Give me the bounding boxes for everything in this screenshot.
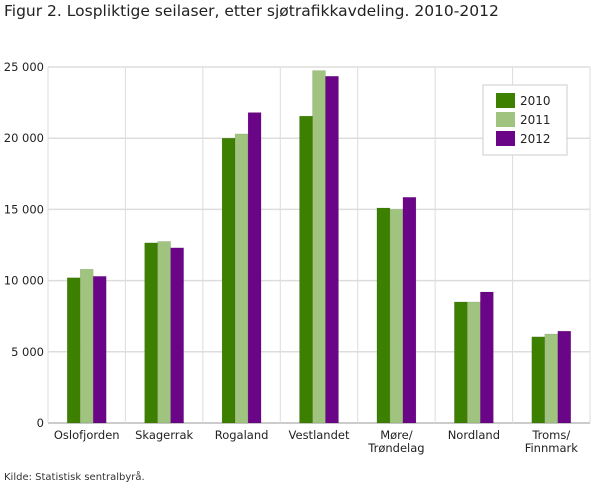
bar-2010: [299, 115, 313, 424]
bar-2011: [389, 209, 404, 424]
y-tick-label: 10 000: [4, 274, 44, 288]
y-tick-label: 15 000: [4, 202, 44, 216]
x-tick-label: Møre/: [380, 428, 413, 442]
source-note: Kilde: Statistisk sentralbyrå.: [4, 472, 145, 483]
bar-2012: [480, 291, 494, 424]
bar-2012: [402, 197, 417, 424]
x-tick-label: Rogaland: [215, 428, 269, 442]
x-tick-label: Trøndelag: [367, 441, 424, 455]
y-tick-label: 25 000: [4, 60, 44, 74]
legend-swatch: [496, 131, 515, 146]
bar-2012: [170, 247, 184, 424]
bar-2010: [531, 336, 546, 424]
y-tick-label: 5 000: [11, 345, 44, 359]
bar-2010: [221, 137, 236, 424]
x-tick-label: Skagerrak: [135, 428, 193, 442]
bar-2011: [312, 70, 326, 424]
legend-label: 2011: [520, 113, 551, 127]
bar-2010: [376, 207, 391, 424]
bar-2010: [454, 301, 468, 424]
legend-label: 2012: [520, 132, 551, 146]
x-tick-label: Finnmark: [525, 441, 579, 455]
y-tick-label: 20 000: [4, 131, 44, 145]
bar-2011: [234, 133, 249, 424]
y-tick-label: 0: [37, 416, 44, 430]
legend-label: 2010: [520, 94, 551, 108]
legend-swatch: [496, 93, 515, 108]
bar-2011: [157, 241, 171, 424]
chart-title: Figur 2. Lospliktige seilaser, etter sjø…: [4, 2, 499, 20]
bar-2012: [557, 330, 572, 424]
bar-2012: [325, 76, 339, 424]
bar-2010: [66, 277, 81, 424]
x-tick-label: Nordland: [448, 428, 500, 442]
bar-2010: [144, 242, 158, 424]
bar-2011: [467, 301, 481, 424]
x-tick-label: Troms/: [531, 428, 570, 442]
bar-2011: [79, 268, 94, 424]
x-tick-label: Oslofjorden: [54, 428, 120, 442]
bar-2012: [247, 112, 262, 424]
bar-2012: [92, 276, 107, 424]
bar-2011: [544, 333, 559, 424]
x-tick-label: Vestlandet: [289, 428, 350, 442]
legend-swatch: [496, 112, 515, 127]
